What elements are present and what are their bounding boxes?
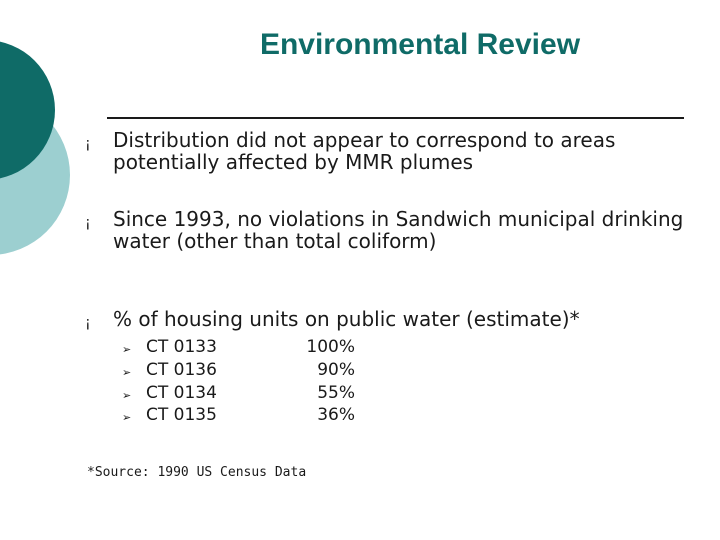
bullet-marker: ¡ — [85, 136, 91, 152]
bullet-text: Since 1993, no violations in Sandwich mu… — [113, 207, 684, 253]
arrow-icon: ➢ — [122, 389, 132, 402]
bullet-text: Distribution did not appear to correspon… — [113, 128, 616, 174]
bullet-text: % of housing units on public water (esti… — [113, 307, 580, 331]
arrow-icon: ➢ — [122, 343, 132, 356]
arrow-icon: ➢ — [122, 411, 132, 424]
census-tract-label: CT 0136 — [146, 360, 217, 380]
census-tract-label: CT 0134 — [146, 383, 217, 403]
slide-title: Environmental Review — [259, 28, 581, 61]
arrow-icon: ➢ — [122, 366, 132, 379]
census-tract-label: CT 0133 — [146, 337, 217, 357]
bullet-marker: ¡ — [85, 315, 91, 331]
bullet-marker: ¡ — [85, 215, 91, 231]
census-tract-percent: 55% — [317, 383, 355, 403]
decorative-circles — [0, 41, 70, 255]
census-tract-label: CT 0135 — [146, 405, 217, 425]
census-tract-percent: 36% — [317, 405, 355, 425]
dark-teal-circle — [0, 41, 55, 179]
source-note: *Source: 1990 US Census Data — [87, 465, 307, 480]
census-tract-percent: 100% — [306, 337, 355, 357]
title-underline — [107, 117, 684, 119]
census-tract-percent: 90% — [317, 360, 355, 380]
